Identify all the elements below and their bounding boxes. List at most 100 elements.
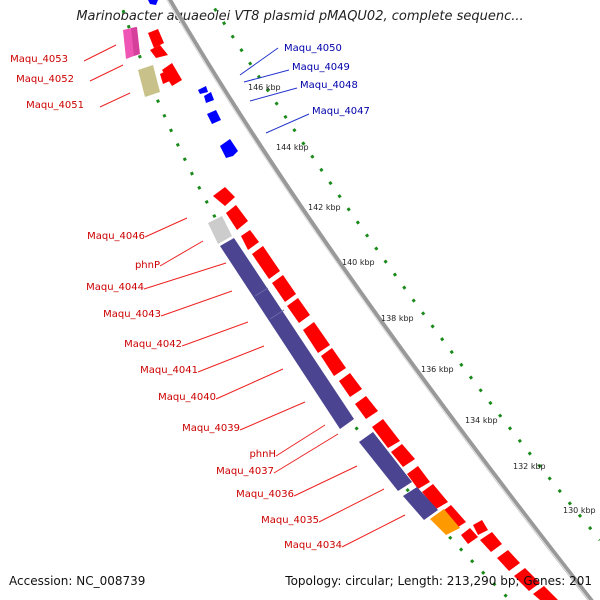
gene-arrow-forward-9: [272, 275, 296, 302]
gene-arrow-forward-24: [514, 568, 540, 591]
gene-arrow-forward-11: [303, 322, 330, 353]
gene-arrow-forward-12: [321, 348, 346, 376]
gene-arrow-forward-3: [162, 63, 182, 86]
gene-arrow-maqu-4047: [220, 139, 238, 158]
gene-label-maqu-4040: Maqu_4040: [158, 392, 216, 403]
kbp-tick-labels: 146 kbp 144 kbp 142 kbp 140 kbp 138 kbp 136 k…: [248, 83, 596, 515]
gene-label-maqu-4051: Maqu_4051: [26, 100, 84, 111]
gene-label-maqu-4052: Maqu_4052: [16, 74, 74, 85]
backbone-circle: [166, 0, 594, 600]
gene-block-maqu-4036: [359, 432, 412, 491]
kbp-tick-label: 144 kbp: [276, 143, 309, 152]
gene-label-maqu-4044: Maqu_4044: [86, 282, 144, 293]
gene-label-maqu-4049: Maqu_4049: [292, 62, 350, 73]
gene-label-maqu-4041: Maqu_4041: [140, 365, 198, 376]
gene-label-maqu-4048: Maqu_4048: [300, 80, 358, 91]
gene-block-maqu-4053b: [131, 27, 140, 56]
gene-arrow-forward-14: [355, 396, 378, 419]
gene-arrow-forward-1: [148, 29, 164, 48]
gene-label-maqu-4042: Maqu_4042: [124, 339, 182, 350]
gene-label-maqu-4053: Maqu_4053: [10, 54, 68, 65]
gene-arrow-maqu-4048: [207, 110, 221, 124]
gene-divider-a: [254, 287, 269, 297]
gene-label-maqu-4046: Maqu_4046: [87, 231, 145, 242]
gene-arrow-top: [148, 0, 158, 5]
forward-strand-features: [148, 29, 558, 600]
gene-label-maqu-4039: Maqu_4039: [182, 423, 240, 434]
gene-arrow-forward-10: [287, 298, 310, 323]
leader-line: [341, 514, 406, 548]
gene-arrow-forward-18: [422, 484, 448, 509]
leader-line: [249, 87, 298, 102]
leader-line: [197, 345, 265, 373]
gene-block-purple-long: [220, 238, 354, 429]
gene-block-phnp: [208, 216, 232, 244]
leader-line: [273, 433, 339, 474]
leader-line: [239, 47, 279, 76]
leader-line: [83, 44, 117, 62]
gene-arrow-forward-16: [391, 444, 415, 467]
kbp-tick-label: 130 kbp: [563, 506, 596, 515]
gene-arrow-forward-2: [150, 45, 168, 58]
kbp-tick-label: 138 kbp: [381, 314, 414, 323]
leader-line: [215, 368, 284, 400]
gene-arrow-forward-13: [339, 373, 362, 397]
leader-line: [143, 262, 227, 290]
leader-line: [160, 290, 233, 317]
label-leader-lines: [83, 44, 406, 548]
leader-line: [275, 424, 326, 457]
kbp-tick-label: 136 kbp: [421, 365, 454, 374]
gene-label-phnp: phnP: [135, 260, 160, 271]
gene-arrow-forward-5: [213, 187, 235, 206]
kbp-tick-label: 146 kbp: [248, 83, 281, 92]
gene-arrow-forward-4: [160, 69, 172, 84]
leader-line: [318, 488, 385, 523]
gene-arrow-forward-7: [241, 230, 259, 250]
kbp-tick-label: 140 kbp: [342, 258, 375, 267]
leader-line: [159, 240, 204, 267]
gene-divider-b: [269, 309, 285, 320]
gene-arrow-forward-21: [473, 520, 488, 535]
leader-line: [243, 69, 290, 83]
leader-line: [89, 64, 124, 82]
accession-label: Accession: NC_008739: [9, 574, 146, 588]
leader-line: [99, 92, 131, 108]
gene-arrow-maqu-4050: [198, 86, 208, 94]
leader-line: [239, 401, 306, 431]
gene-labels: Maqu_4053 Maqu_4052 Maqu_4051 Maqu_4046 phnP…: [10, 43, 370, 551]
gene-arrow-forward-22: [480, 532, 502, 552]
gene-label-maqu-4043: Maqu_4043: [103, 309, 161, 320]
gene-block-maqu-4034: [430, 509, 460, 535]
leader-line: [144, 217, 188, 238]
gene-block-maqu-4035: [403, 487, 438, 520]
gene-label-maqu-4034: Maqu_4034: [284, 540, 342, 551]
gene-arrow-forward-25: [533, 586, 558, 600]
leader-line: [265, 113, 310, 134]
kbp-tick-label: 134 kbp: [465, 416, 498, 425]
gene-label-maqu-4037: Maqu_4037: [216, 466, 274, 477]
gene-arrow-maqu-4049: [204, 92, 214, 103]
gene-label-maqu-4035: Maqu_4035: [261, 515, 319, 526]
gene-arrow-forward-20: [461, 528, 478, 544]
reverse-strand-features: [148, 0, 238, 158]
gene-label-phnh: phnH: [249, 449, 276, 460]
kbp-tick-label: 132 kbp: [513, 462, 546, 471]
gene-arrow-forward-19: [440, 505, 466, 529]
gene-label-maqu-4050: Maqu_4050: [284, 43, 342, 54]
gene-label-maqu-4036: Maqu_4036: [236, 489, 294, 500]
gene-arrow-forward-23: [497, 550, 520, 571]
kbp-tick-label: 142 kbp: [308, 203, 341, 212]
map-title: Marinobacter aquaeolei VT8 plasmid pMAQU…: [76, 9, 524, 24]
inner-track-features: [123, 27, 460, 535]
topology-label: Topology: circular; Length: 213,290 bp; …: [285, 574, 592, 588]
gene-block-maqu-4051: [138, 65, 160, 97]
gene-label-maqu-4047: Maqu_4047: [312, 106, 370, 117]
gene-arrow-forward-15: [372, 419, 400, 448]
gene-arrow-forward-6: [226, 205, 248, 230]
leader-line: [181, 321, 249, 347]
gene-arrow-forward-8: [252, 246, 280, 279]
backbone-highlight: [166, 0, 590, 600]
gene-arrow-forward-17: [407, 466, 430, 489]
leader-line: [293, 465, 358, 497]
